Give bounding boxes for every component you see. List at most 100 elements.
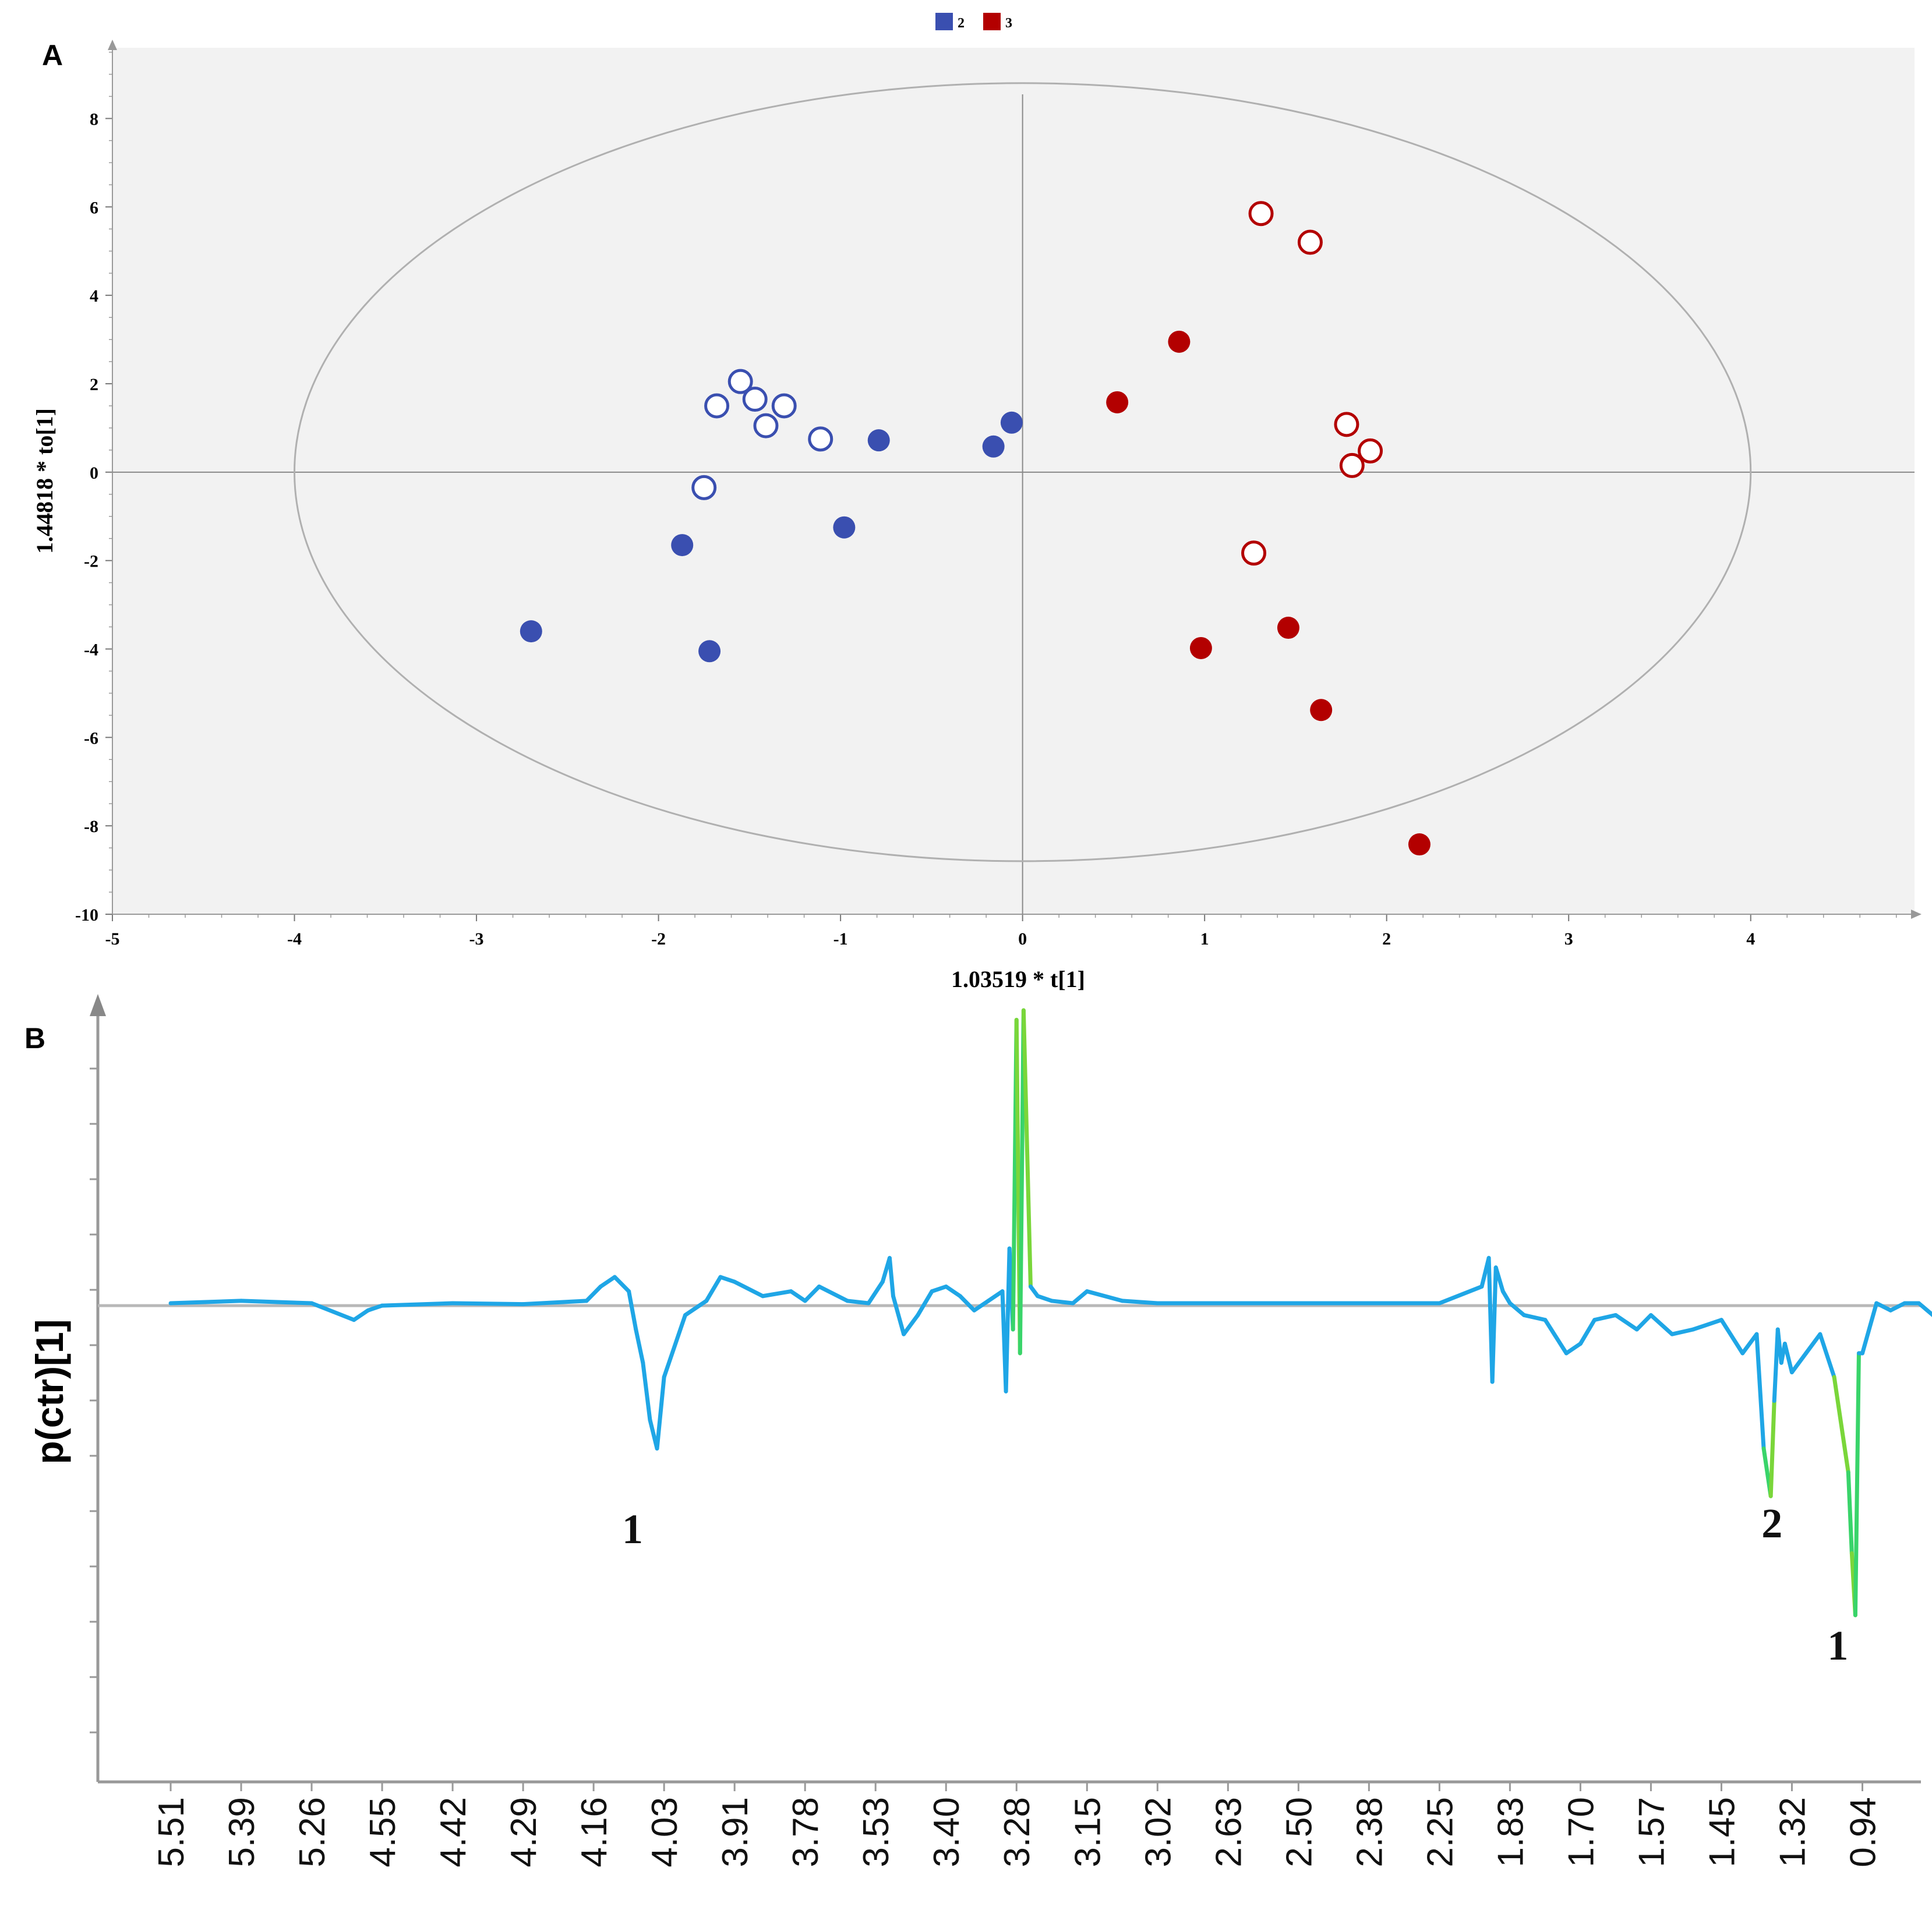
- loading-segment: [634, 1327, 645, 1365]
- open-score-point: [1358, 438, 1383, 464]
- open-score-point: [1339, 452, 1365, 478]
- loading-segment: [1578, 1318, 1597, 1346]
- loading-segment: [521, 1299, 589, 1307]
- y-tick-label: -2: [84, 552, 98, 571]
- x-tick-label: 5.39: [222, 1797, 262, 1867]
- loading-segment: [1846, 1470, 1854, 1555]
- loading-segment: [366, 1303, 384, 1313]
- loading-segment: [1754, 1332, 1766, 1451]
- x-tick-label: 4.16: [574, 1797, 614, 1867]
- loading-segment: [866, 1279, 885, 1306]
- y-axis-arrow: [90, 994, 106, 1016]
- open-score-point: [1248, 201, 1274, 227]
- filled-score-point: [1408, 833, 1431, 856]
- y-axis-label: 1.44818 * to[1]: [31, 408, 58, 554]
- loading-segment: [761, 1289, 793, 1299]
- x-tick-label: 2.38: [1350, 1797, 1390, 1867]
- loading-segment: [309, 1301, 356, 1322]
- x-tick-label: 2.25: [1420, 1797, 1460, 1867]
- loading-segment: [972, 1299, 991, 1313]
- legend-swatch: [983, 13, 1001, 30]
- x-tick-label: 1: [1200, 929, 1209, 949]
- x-tick-label: 1.45: [1702, 1797, 1742, 1867]
- loading-segment: [732, 1279, 765, 1299]
- x-tick-label: 4.42: [433, 1797, 474, 1867]
- filled-score-point: [982, 435, 1005, 458]
- loading-segment: [916, 1289, 934, 1317]
- loading-segment: [1522, 1313, 1548, 1322]
- x-tick-label: 1.70: [1561, 1797, 1601, 1867]
- open-score-point: [742, 387, 768, 412]
- open-score-point: [704, 393, 730, 419]
- x-tick-label: -5: [105, 929, 120, 949]
- loading-segment: [584, 1284, 603, 1303]
- loading-segment: [450, 1301, 525, 1307]
- x-axis-label: 1.03519 * t[1]: [951, 966, 1085, 992]
- loading-segment: [683, 1299, 709, 1317]
- loading-segment: [1853, 1351, 1861, 1618]
- legend-swatch: [935, 13, 953, 30]
- loading-segment: [1085, 1289, 1125, 1303]
- loading-segment: [1543, 1318, 1569, 1356]
- loading-segment: [168, 1299, 243, 1306]
- loading-segment: [1832, 1375, 1850, 1474]
- filled-score-point: [1000, 411, 1023, 434]
- loading-segment: [1018, 1008, 1026, 1356]
- loading-segment: [1021, 1008, 1033, 1289]
- loading-segment: [1493, 1265, 1505, 1294]
- x-tick-label: 5.51: [151, 1797, 192, 1867]
- open-score-point: [771, 393, 797, 419]
- x-tick-label: 4.55: [363, 1797, 403, 1867]
- loading-segment: [380, 1301, 455, 1308]
- open-score-point: [1334, 412, 1359, 437]
- axes: [108, 40, 1922, 919]
- loading-segment: [1507, 1301, 1527, 1317]
- x-tick-label: -3: [469, 929, 484, 949]
- loading-segment: [1860, 1301, 1879, 1356]
- x-tick-label: -2: [651, 929, 666, 949]
- filled-score-point: [1168, 330, 1191, 353]
- filled-score-point: [1310, 699, 1333, 721]
- loading-segment: [1490, 1265, 1498, 1384]
- x-tick-label: 3.02: [1138, 1797, 1178, 1867]
- filled-score-point: [1277, 617, 1299, 639]
- loading-segment: [1888, 1301, 1907, 1313]
- score-points: [520, 201, 1431, 856]
- x-tick-label: 3.40: [927, 1797, 967, 1867]
- x-tick-label: 2: [1382, 929, 1391, 949]
- loading-segment: [845, 1299, 871, 1306]
- y-axis-arrow: [108, 40, 117, 50]
- loading-segment: [627, 1289, 638, 1332]
- loading-segment: [1120, 1299, 1160, 1306]
- loading-segment: [612, 1275, 631, 1294]
- open-score-point: [1297, 229, 1323, 255]
- x-tick-label: 0: [1018, 929, 1027, 949]
- x-tick-label: 0.94: [1843, 1797, 1883, 1867]
- x-tick-label: -1: [833, 929, 848, 949]
- loading-segment: [958, 1294, 977, 1313]
- loading-segment: [1789, 1351, 1809, 1375]
- y-tick-label: 8: [90, 109, 98, 129]
- loading-segment: [1719, 1318, 1745, 1356]
- x-tick-label: 4.29: [504, 1797, 544, 1867]
- y-tick-label: -10: [75, 906, 98, 925]
- loading-segment: [598, 1275, 617, 1289]
- y-tick-label: -4: [84, 640, 98, 659]
- loading-segment: [641, 1360, 652, 1422]
- x-tick-label: 3.28: [997, 1797, 1037, 1867]
- x-tick-label: 3.15: [1068, 1797, 1108, 1867]
- loading-segment: [902, 1313, 920, 1336]
- y-tick-label: 2: [90, 375, 98, 394]
- x-axis-arrow: [1911, 910, 1922, 919]
- peak-label: 1: [1827, 1622, 1848, 1669]
- peak-label: 2: [1761, 1500, 1782, 1547]
- loading-segment: [944, 1284, 962, 1299]
- loading-segment: [930, 1284, 948, 1294]
- loading-segment: [887, 1255, 895, 1299]
- panel-b-letter: B: [24, 1022, 45, 1055]
- loading-segment: [662, 1313, 687, 1380]
- open-score-point: [691, 475, 717, 500]
